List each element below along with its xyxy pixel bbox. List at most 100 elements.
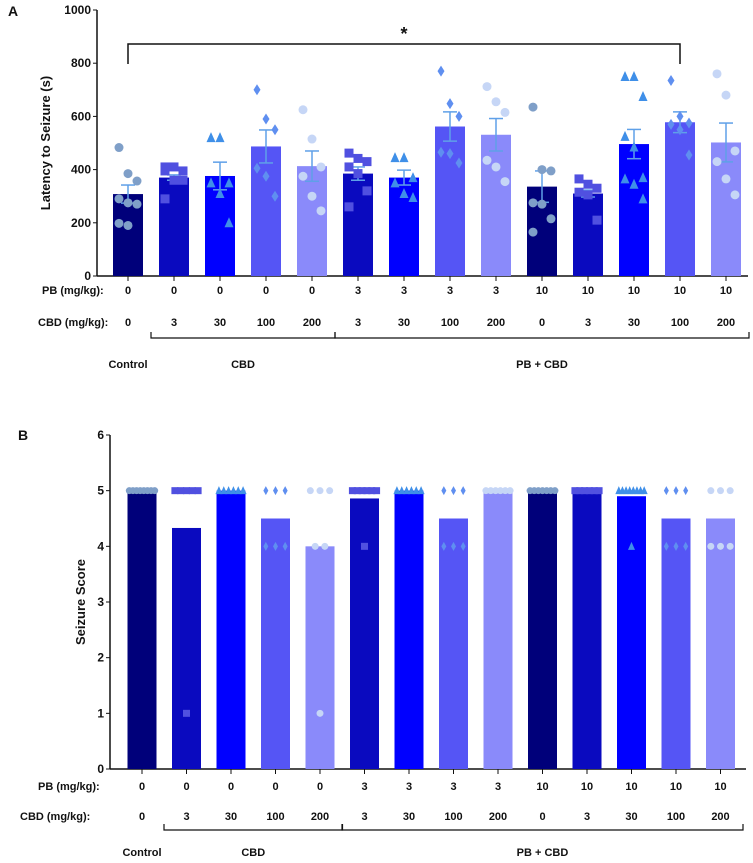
cbd-dose-label: 30 xyxy=(403,811,415,823)
cbd-dose-label: 0 xyxy=(125,317,131,329)
data-point xyxy=(344,148,354,158)
data-point xyxy=(215,486,223,495)
data-point xyxy=(361,542,368,550)
data-point xyxy=(629,141,639,152)
bar xyxy=(297,166,327,276)
data-point xyxy=(717,487,724,495)
data-point xyxy=(726,487,734,495)
data-point xyxy=(581,487,589,495)
data-point xyxy=(685,149,693,161)
data-point xyxy=(673,486,679,496)
data-point xyxy=(506,487,514,495)
data-point xyxy=(437,146,445,158)
data-point xyxy=(273,486,278,496)
pb-dose-label: 3 xyxy=(355,285,361,297)
data-point xyxy=(316,487,324,495)
y-tick-label: 2 xyxy=(97,651,104,665)
y-tick-label: 1000 xyxy=(64,3,91,17)
data-point xyxy=(271,190,279,202)
data-point xyxy=(368,487,376,495)
data-point xyxy=(399,188,409,199)
pb-dose-label: 3 xyxy=(493,285,499,297)
data-point xyxy=(487,487,495,495)
y-tick-label: 0 xyxy=(97,762,104,776)
pb-dose-label: 10 xyxy=(536,781,548,793)
data-point xyxy=(282,486,288,496)
data-point xyxy=(403,486,411,495)
bar xyxy=(350,498,379,769)
data-point xyxy=(441,541,447,551)
data-point xyxy=(667,118,675,130)
data-point xyxy=(638,172,648,183)
data-point xyxy=(638,193,648,204)
bar xyxy=(572,490,602,769)
data-point xyxy=(482,155,492,165)
cbd-dose-label: 100 xyxy=(667,811,685,823)
data-point xyxy=(546,214,556,224)
data-point xyxy=(441,486,447,496)
group-bracket xyxy=(163,824,344,831)
data-point xyxy=(730,146,740,156)
cbd-row-label: CBD (mg/kg): xyxy=(20,811,90,823)
data-point xyxy=(393,486,401,495)
pb-dose-label: 3 xyxy=(401,285,407,297)
data-point xyxy=(592,183,602,193)
cbd-row-label: CBD (mg/kg): xyxy=(38,317,108,329)
pb-dose-label: 10 xyxy=(536,285,548,297)
pb-dose-label: 0 xyxy=(263,285,269,297)
data-point xyxy=(171,487,179,495)
data-point xyxy=(298,105,308,115)
bar xyxy=(439,518,468,769)
pb-dose-label: 10 xyxy=(628,285,640,297)
y-tick-label: 600 xyxy=(71,109,91,123)
y-tick-label: 5 xyxy=(97,484,104,498)
data-point xyxy=(628,541,635,550)
data-point xyxy=(707,487,715,495)
y-tick-label: 200 xyxy=(71,216,91,230)
cbd-dose-label: 3 xyxy=(171,317,177,329)
y-tick-label: 400 xyxy=(71,163,91,177)
data-point xyxy=(551,487,559,495)
y-tick-label: 800 xyxy=(71,56,91,70)
cbd-dose-label: 200 xyxy=(303,317,321,329)
data-point xyxy=(326,487,334,495)
cbd-dose-label: 30 xyxy=(625,811,637,823)
data-point xyxy=(373,487,381,495)
group-label: PB + CBD xyxy=(517,847,569,859)
pb-dose-label: 0 xyxy=(317,781,323,793)
data-point xyxy=(169,162,179,172)
data-point xyxy=(215,188,225,199)
data-point xyxy=(546,166,556,176)
panel-label: B xyxy=(18,427,28,443)
data-point xyxy=(460,486,466,496)
pb-dose-label: 0 xyxy=(139,781,145,793)
data-point xyxy=(712,69,722,79)
data-point xyxy=(358,487,366,495)
data-point xyxy=(224,177,234,188)
data-point xyxy=(253,162,261,174)
data-point xyxy=(500,177,510,187)
group-label: CBD xyxy=(231,359,255,371)
data-point xyxy=(492,487,500,495)
cbd-dose-label: 0 xyxy=(539,811,545,823)
cbd-dose-label: 3 xyxy=(355,317,361,329)
data-point xyxy=(298,171,308,181)
data-point xyxy=(496,487,504,495)
data-point xyxy=(123,198,133,208)
data-point xyxy=(363,487,371,495)
pb-dose-label: 10 xyxy=(670,781,682,793)
data-point xyxy=(491,97,501,107)
data-point xyxy=(353,169,363,179)
data-point xyxy=(592,215,602,225)
data-point xyxy=(583,179,593,189)
data-point xyxy=(132,176,142,186)
data-point xyxy=(311,542,319,550)
data-point xyxy=(225,486,233,495)
cbd-dose-label: 100 xyxy=(671,317,689,329)
data-point xyxy=(114,218,124,228)
panel-label: A xyxy=(8,3,18,19)
data-point xyxy=(183,487,190,495)
data-point xyxy=(451,541,456,551)
pb-dose-label: 3 xyxy=(450,781,456,793)
